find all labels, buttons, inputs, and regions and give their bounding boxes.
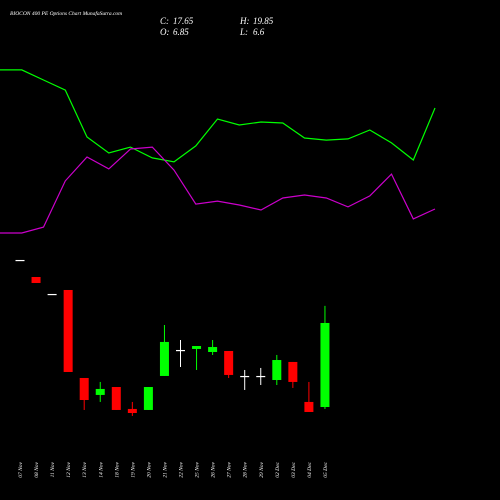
x-tick-label: 22 Nov [179, 461, 185, 477]
x-tick-label: 28 Nov [243, 461, 249, 477]
candle-body [15, 259, 25, 262]
x-tick-label: 02 Dec [275, 461, 281, 477]
candle-body [288, 361, 298, 382]
summary-value: 19.85 [253, 16, 274, 26]
x-tick-label: 19 Nov [130, 461, 136, 477]
candle-body [224, 350, 234, 375]
x-tick-label: 26 Nov [211, 461, 217, 477]
summary-label: L: [239, 27, 248, 37]
candle-body [127, 408, 137, 413]
summary-label: C: [160, 16, 169, 26]
summary-value: 6.85 [173, 27, 189, 37]
candle-body [192, 346, 202, 349]
x-tick-label: 25 Nov [195, 461, 201, 477]
x-tick-label: 21 Nov [162, 461, 168, 477]
x-tick-label: 08 Nov [34, 461, 40, 477]
candle-body [111, 387, 121, 410]
x-tick-label: 07 Nov [18, 461, 24, 477]
candle-body [320, 322, 330, 408]
candle-body [31, 276, 41, 283]
candle-body [79, 377, 89, 401]
candle-body [240, 375, 250, 378]
x-tick-label: 29 Nov [259, 461, 265, 477]
summary-value: 17.65 [173, 16, 194, 26]
candle-body [95, 388, 105, 395]
x-tick-label: 13 Nov [82, 461, 88, 477]
x-tick-label: 05 Dec [323, 461, 329, 477]
summary-value: 6.6 [253, 27, 265, 37]
chart-title: BIOCON 400 PE Options Chart MunafaSutra.… [10, 10, 122, 17]
x-tick-label: 03 Dec [291, 461, 297, 477]
indicator-line [0, 146, 436, 234]
x-tick-label: 20 Nov [146, 461, 152, 477]
summary-label: O: [160, 27, 170, 37]
x-tick-label: 11 Nov [50, 461, 56, 477]
candle-body [256, 375, 266, 378]
x-tick-label: 12 Nov [66, 461, 72, 477]
x-tick-label: 18 Nov [114, 461, 120, 477]
candle-body [176, 349, 185, 352]
indicator-line [0, 69, 436, 163]
x-tick-label: 14 Nov [97, 461, 104, 477]
candle-body [159, 341, 169, 376]
summary-label: H: [239, 16, 250, 26]
candle-body [304, 401, 314, 412]
candle-body [272, 360, 282, 381]
candle-body [208, 347, 218, 352]
candle-body [63, 289, 73, 372]
x-tick-label: 27 Nov [227, 461, 233, 477]
x-tick-label: 04 Dec [306, 461, 313, 477]
candle-body [143, 387, 153, 410]
candle-body [47, 293, 57, 296]
